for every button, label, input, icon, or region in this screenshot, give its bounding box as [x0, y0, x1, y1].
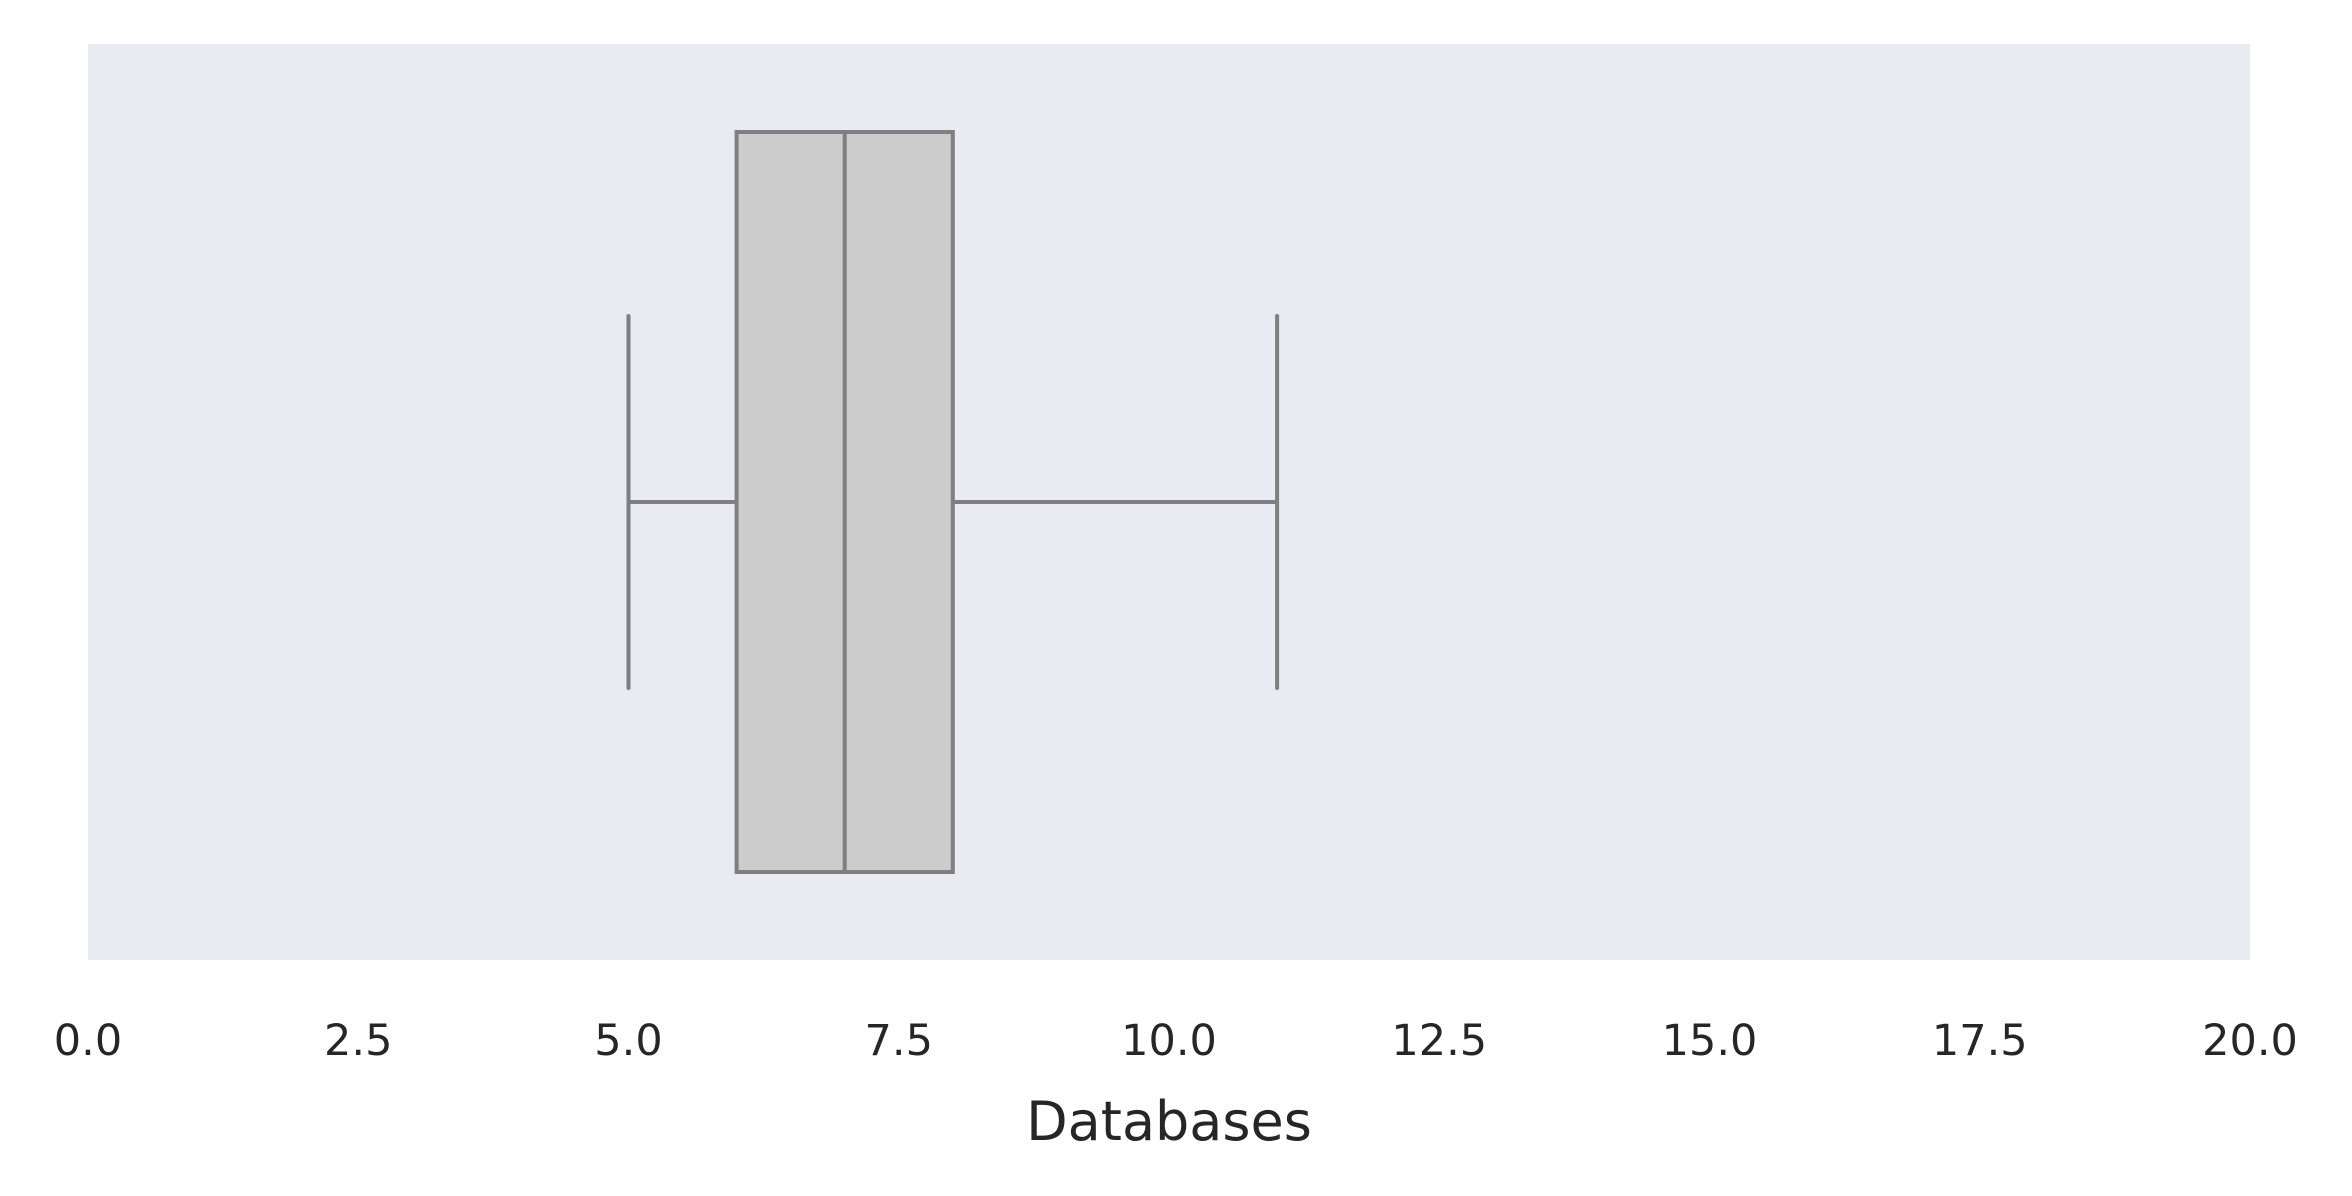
x-tick-label: 10.0 [1121, 1016, 1217, 1066]
x-tick-label: 2.5 [324, 1016, 392, 1066]
x-tick-label: 12.5 [1391, 1016, 1487, 1066]
x-tick-label: 20.0 [2202, 1016, 2298, 1066]
x-axis-ticks: 0.0 2.5 5.0 7.5 10.0 12.5 15.0 17.5 20.0 [54, 1016, 2298, 1066]
x-tick-label: 0.0 [54, 1016, 122, 1066]
box-plot-marks [626, 130, 1280, 874]
x-tick-label: 7.5 [865, 1016, 933, 1066]
x-tick-label: 17.5 [1932, 1016, 2028, 1066]
x-axis-label: Databases [1026, 1090, 1312, 1153]
x-tick-label: 5.0 [594, 1016, 662, 1066]
x-tick-label: 15.0 [1662, 1016, 1758, 1066]
box-group [626, 130, 1280, 874]
